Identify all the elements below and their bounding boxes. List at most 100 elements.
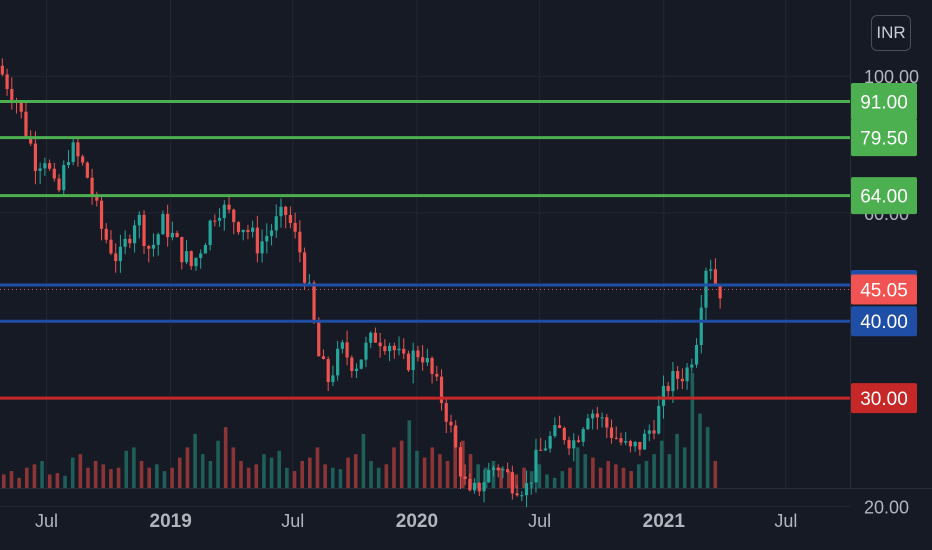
candle-body [194, 257, 198, 267]
candle-body [685, 367, 689, 382]
candle-body [548, 436, 552, 449]
candle-body [572, 440, 576, 449]
candle-body [510, 472, 514, 494]
volume-bar [583, 454, 588, 488]
volume-bar [139, 460, 144, 488]
candle-body [137, 214, 141, 226]
candle-body [373, 332, 378, 343]
candle-body [151, 244, 156, 249]
candle-body [170, 232, 174, 238]
candle-body [444, 402, 448, 422]
candle-body [99, 200, 104, 229]
candle-body [468, 479, 472, 491]
level-badge-30.00-label: 30.00 [860, 389, 908, 410]
volume-bar [277, 450, 282, 488]
time-tick-label: 2021 [643, 511, 686, 532]
candle-body [666, 385, 670, 392]
candle-body [472, 482, 477, 491]
volume-bar [705, 427, 710, 488]
candle-body [336, 348, 340, 376]
candle-body [619, 438, 623, 443]
volume-bar [575, 447, 580, 488]
volume-bar [330, 467, 335, 488]
candle-body [279, 206, 283, 217]
time-tick-label: Jul [35, 511, 58, 531]
candle-body [38, 168, 42, 171]
candle-body [0, 65, 4, 75]
candle-body [312, 282, 316, 322]
candle-body [586, 418, 590, 430]
candle-body [704, 270, 708, 308]
candle-body [213, 220, 217, 222]
volume-bar [70, 457, 75, 488]
currency-button[interactable]: INR [871, 15, 911, 51]
level-badge-40.00 [851, 306, 917, 337]
candle-body [439, 376, 444, 403]
volume-bar [682, 447, 687, 488]
volume-bar [483, 467, 488, 488]
candle-body [156, 234, 160, 245]
volume-bar [614, 464, 618, 488]
candle-body [676, 371, 680, 379]
volume-bar [78, 454, 83, 488]
candle-body [713, 269, 718, 285]
candle-body [576, 440, 581, 442]
candle-body [562, 427, 566, 441]
candle-body [132, 225, 137, 244]
candle-body [33, 143, 38, 171]
volume-bar [262, 454, 266, 488]
candle-body [142, 214, 146, 246]
candle-body [496, 467, 500, 471]
candles [0, 58, 722, 508]
candle-body [449, 421, 453, 426]
volume-bar [652, 454, 656, 488]
level-badge-30.00 [851, 383, 917, 414]
time-axis[interactable]: Jul 2019 Jul 2020 Jul 2021 Jul [35, 511, 797, 532]
candle-body [364, 342, 368, 360]
volume-bar [346, 457, 350, 488]
candle-body [208, 220, 212, 245]
volume-bar [177, 457, 182, 488]
volume-bar [438, 454, 442, 488]
volume-bar [315, 447, 320, 488]
volume-bar [468, 454, 473, 488]
volume-bar [162, 471, 167, 488]
candle-body [416, 350, 420, 358]
candle-body [671, 371, 675, 392]
volume-bar [254, 464, 259, 488]
candle-body [104, 228, 108, 240]
candle-body [109, 239, 113, 254]
candle-body [227, 204, 231, 210]
volume-bar [415, 450, 419, 488]
candle-body [340, 342, 344, 349]
volume-bar [231, 447, 236, 488]
candle-body [609, 427, 614, 438]
volume-bar [147, 467, 151, 488]
candle-body [62, 165, 66, 191]
candle-body [477, 482, 481, 492]
volume-bar [667, 454, 672, 488]
candle-body [543, 448, 548, 451]
level-badge-64.00 [851, 177, 917, 215]
candle-body [251, 227, 255, 232]
candle-body [694, 344, 699, 365]
candle-body [95, 196, 99, 201]
candle-body [638, 441, 642, 450]
volume-bar [461, 440, 465, 488]
candle-body [520, 495, 524, 497]
candle-body [128, 238, 132, 244]
volume-bar [124, 450, 129, 488]
volume-bar [568, 467, 572, 488]
candle-body [255, 227, 259, 254]
volume-bar [384, 464, 389, 488]
candle-body [199, 253, 203, 258]
candle-body [387, 345, 392, 352]
volume-bar [529, 471, 534, 488]
candle-body [274, 216, 278, 231]
candle-body [605, 417, 609, 428]
level-badge-91.00-label: 91.00 [860, 92, 908, 113]
candle-body [57, 178, 61, 191]
level-badge-79.50-label: 79.50 [860, 129, 908, 150]
